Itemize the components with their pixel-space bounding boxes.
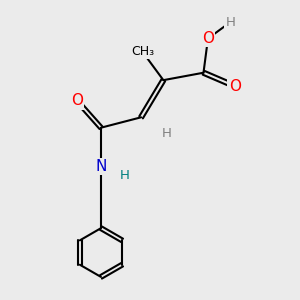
Text: O: O (202, 31, 214, 46)
Text: O: O (229, 79, 241, 94)
Text: N: N (95, 159, 106, 174)
Text: O: O (71, 94, 83, 109)
Text: H: H (225, 16, 235, 29)
Text: H: H (120, 169, 130, 182)
Text: CH₃: CH₃ (131, 45, 154, 58)
Text: H: H (161, 127, 171, 140)
